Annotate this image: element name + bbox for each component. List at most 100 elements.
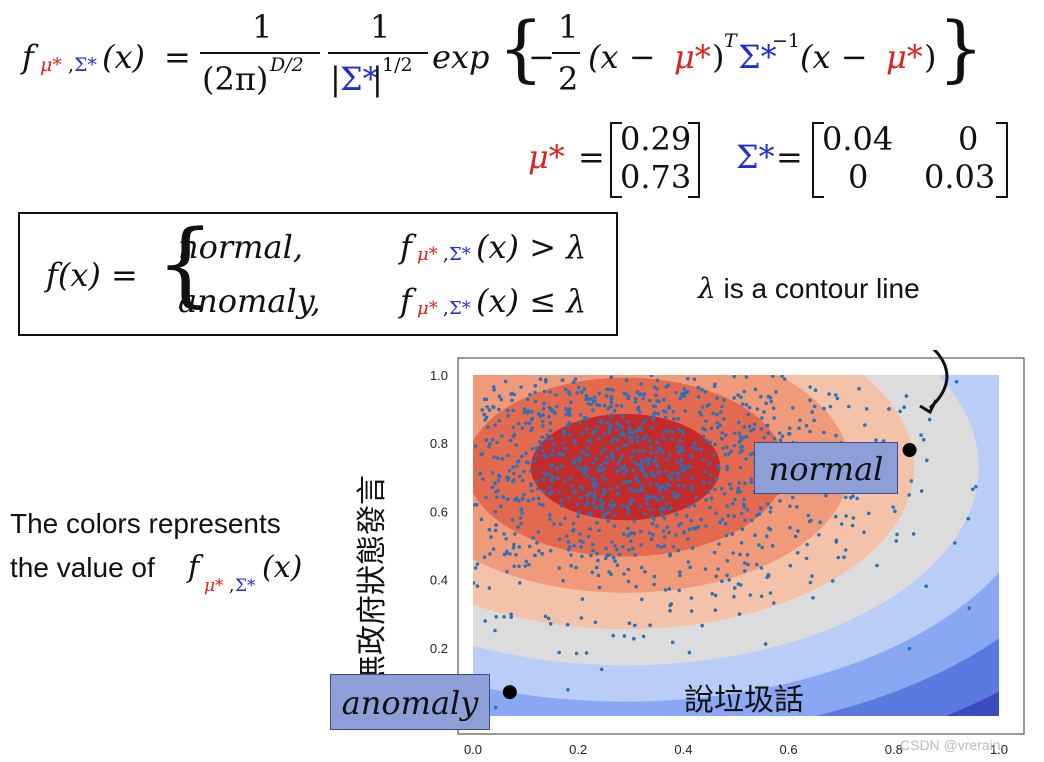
scatter-point (655, 544, 660, 548)
colors-note-line1: The colors represents (10, 508, 281, 539)
scatter-point (748, 593, 753, 597)
f-symbol: f (22, 38, 34, 76)
scatter-point (667, 530, 671, 535)
scatter-point (511, 465, 515, 469)
scatter-point (682, 468, 686, 473)
scatter-point (595, 506, 599, 510)
scatter-point (664, 502, 669, 506)
scatter-point (787, 426, 792, 431)
scatter-point (863, 423, 867, 427)
scatter-point (575, 391, 579, 395)
scatter-point (536, 530, 541, 534)
scatter-point (538, 377, 543, 381)
scatter-point (667, 473, 671, 478)
scatter-point (689, 476, 694, 480)
scatter-point (766, 573, 771, 577)
scatter-point (489, 535, 493, 539)
scatter-point (588, 527, 592, 531)
scatter-point (688, 464, 692, 469)
scatter-point (662, 535, 667, 539)
scatter-point (822, 406, 826, 411)
scatter-point (688, 565, 692, 569)
scatter-point (661, 529, 666, 533)
scatter-point (665, 525, 669, 529)
scatter-point (658, 507, 663, 512)
scatter-point (616, 461, 621, 466)
scatter-point (759, 394, 763, 399)
scatter-point (627, 548, 631, 552)
scatter-point (530, 416, 535, 421)
scatter-point (625, 443, 629, 447)
scatter-point (737, 431, 741, 435)
scatter-point (808, 580, 813, 585)
scatter-point (615, 421, 620, 425)
scatter-point (563, 446, 568, 451)
scatter-point (609, 572, 613, 577)
scatter-point (590, 477, 594, 482)
scatter-point (681, 449, 685, 453)
scatter-point (636, 428, 640, 432)
scatter-point (605, 421, 610, 425)
scatter-point (703, 567, 708, 571)
scatter-point (630, 546, 635, 551)
scatter-point (536, 486, 540, 491)
scatter-point (561, 432, 566, 436)
scatter-point (487, 586, 492, 590)
scatter-point (754, 562, 759, 567)
scatter-point (639, 529, 643, 534)
frac1-num: 1 (252, 8, 273, 46)
scatter-point (708, 505, 712, 510)
scatter-point (650, 514, 654, 519)
scatter-point (506, 453, 510, 458)
scatter-point (700, 405, 705, 409)
scatter-point (649, 375, 654, 378)
scatter-point (589, 397, 594, 401)
scatter-point (639, 543, 643, 547)
scatter-point (585, 500, 590, 505)
scatter-point (771, 375, 775, 378)
scatter-point (638, 504, 643, 508)
scatter-point (524, 421, 528, 425)
scatter-point (651, 404, 656, 408)
scatter-point (713, 442, 717, 447)
scatter-point (827, 392, 831, 396)
scatter-point (750, 518, 754, 523)
scatter-point (588, 513, 593, 517)
scatter-point (622, 471, 626, 476)
scatter-point (742, 561, 747, 565)
scatter-point (595, 482, 599, 487)
scatter-point (736, 393, 740, 397)
scatter-point (691, 445, 695, 449)
scatter-point (772, 436, 777, 441)
scatter-point (689, 609, 694, 613)
scatter-point (513, 532, 517, 536)
scatter-point (804, 424, 809, 428)
scatter-point (617, 468, 622, 472)
scatter-point (580, 431, 584, 436)
scatter-point (526, 411, 530, 415)
normal-point-marker (902, 443, 917, 458)
scatter-point (974, 484, 978, 489)
scatter-point (609, 499, 614, 503)
scatter-point (720, 579, 724, 583)
scatter-point (759, 594, 764, 599)
scatter-point (655, 440, 659, 445)
scatter-point (536, 412, 541, 416)
scatter-point (540, 448, 545, 453)
scatter-point (909, 479, 914, 483)
scatter-point (565, 622, 570, 627)
scatter-point (738, 434, 743, 439)
scatter-point (643, 434, 648, 439)
lambda-arrow (928, 350, 949, 410)
scatter-point (547, 491, 551, 496)
scatter-point (588, 491, 593, 495)
scatter-point (563, 479, 567, 483)
scatter-point (740, 527, 745, 531)
scatter-point (770, 544, 775, 548)
anomaly-label-box: anomaly (330, 674, 490, 730)
scatter-point (777, 431, 782, 435)
scatter-point (573, 377, 578, 381)
scatter-point (663, 415, 668, 420)
scatter-point (643, 570, 647, 574)
scatter-point (716, 567, 720, 571)
